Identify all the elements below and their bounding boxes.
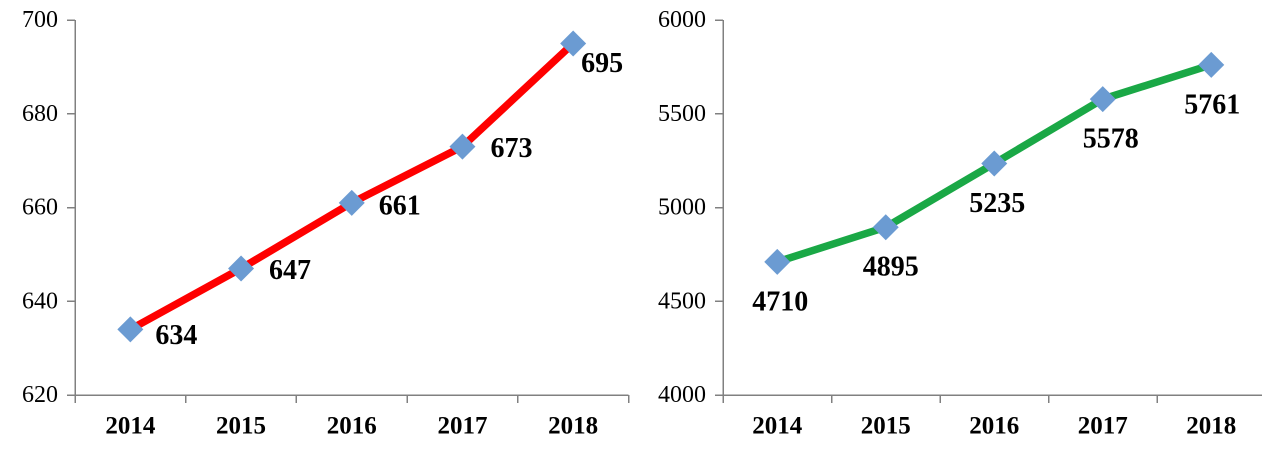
marker-diamond <box>764 248 791 275</box>
marker-diamond <box>872 214 899 241</box>
x-tick-label: 2016 <box>969 413 1019 440</box>
data-label: 695 <box>581 48 623 79</box>
left-chart: 620 640 660 680 700 2014 2015 2016 2017 2018 634 64… <box>22 7 630 440</box>
marker-diamond <box>449 133 476 160</box>
data-label: 5235 <box>969 188 1025 219</box>
data-label: 673 <box>490 133 532 164</box>
data-label: 4895 <box>863 252 919 283</box>
marker-diamond <box>338 189 365 216</box>
y-tick-label: 5500 <box>658 101 706 127</box>
data-label: 5761 <box>1184 89 1240 120</box>
x-tick-label: 2018 <box>1186 413 1236 440</box>
y-tick-label: 5000 <box>658 195 706 221</box>
data-label: 647 <box>269 255 311 286</box>
marker-diamond <box>981 150 1008 177</box>
marker-diamond <box>1198 51 1225 78</box>
x-tick-label: 2015 <box>216 413 266 440</box>
y-tick-label: 6000 <box>658 7 706 33</box>
y-tick-label: 4500 <box>658 288 706 314</box>
y-tick-label: 680 <box>22 101 58 127</box>
x-tick-label: 2014 <box>105 413 156 440</box>
marker-diamond <box>117 316 144 343</box>
x-tick-label: 2016 <box>327 413 377 440</box>
marker-diamond <box>1089 86 1116 113</box>
marker-diamond <box>228 255 255 282</box>
y-tick-label: 640 <box>22 288 58 314</box>
series-line <box>128 40 576 333</box>
y-tick-label: 620 <box>22 382 58 408</box>
x-tick-label: 2017 <box>437 413 487 440</box>
y-tick-label: 660 <box>22 195 58 221</box>
data-label: 5578 <box>1083 124 1139 155</box>
x-tick-label: 2018 <box>548 413 598 440</box>
y-tick-label: 700 <box>22 7 58 33</box>
right-chart: 4000 4500 5000 5500 6000 2014 2015 2016 2017 2018… <box>658 7 1262 440</box>
x-tick-label: 2015 <box>861 413 911 440</box>
x-tick-label: 2014 <box>752 413 803 440</box>
data-label: 4710 <box>752 286 808 317</box>
y-tick-label: 4000 <box>658 382 706 408</box>
x-tick-label: 2017 <box>1078 413 1128 440</box>
data-label: 634 <box>155 320 197 351</box>
marker-diamond <box>560 30 587 57</box>
data-label: 661 <box>379 190 421 221</box>
